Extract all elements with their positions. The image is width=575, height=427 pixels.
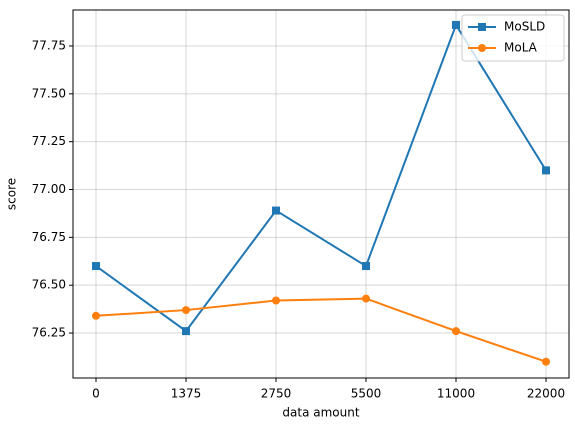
marker [92, 311, 100, 320]
legend-label: MoSLD [504, 20, 545, 34]
legend: MoSLD MoLA [461, 14, 565, 62]
marker [452, 327, 460, 336]
x-tick-label: 5500 [351, 387, 382, 401]
marker [542, 357, 550, 366]
line [95, 297, 547, 363]
y-tick-label: 77.00 [32, 182, 66, 196]
marker [362, 262, 370, 271]
y-tick-label: 77.50 [32, 86, 66, 100]
y-tick-label: 76.75 [32, 230, 66, 244]
y-tick-label: 77.75 [32, 38, 66, 52]
marker [272, 296, 280, 305]
x-tick-label: 0 [92, 387, 100, 401]
y-tick-label: 76.25 [32, 326, 66, 340]
x-tick-label: 22000 [527, 387, 565, 401]
marker [452, 20, 460, 29]
marker [362, 294, 370, 303]
marker [92, 262, 100, 271]
marker [542, 166, 550, 175]
marker [182, 327, 190, 336]
y-tick-label: 76.50 [32, 278, 66, 292]
legend-label: MoLA [504, 41, 538, 55]
y-tick-label: 77.25 [32, 134, 66, 148]
marker [478, 44, 486, 52]
plot-frame [72, 9, 570, 379]
x-tick-label: 2750 [261, 387, 292, 401]
marker [478, 23, 486, 31]
x-tick-label: 11000 [437, 387, 475, 401]
marker [272, 206, 280, 215]
x-axis-label: data amount [282, 406, 359, 420]
y-axis-label: score [5, 178, 19, 210]
marker [182, 306, 190, 315]
x-tick-label: 1375 [171, 387, 202, 401]
